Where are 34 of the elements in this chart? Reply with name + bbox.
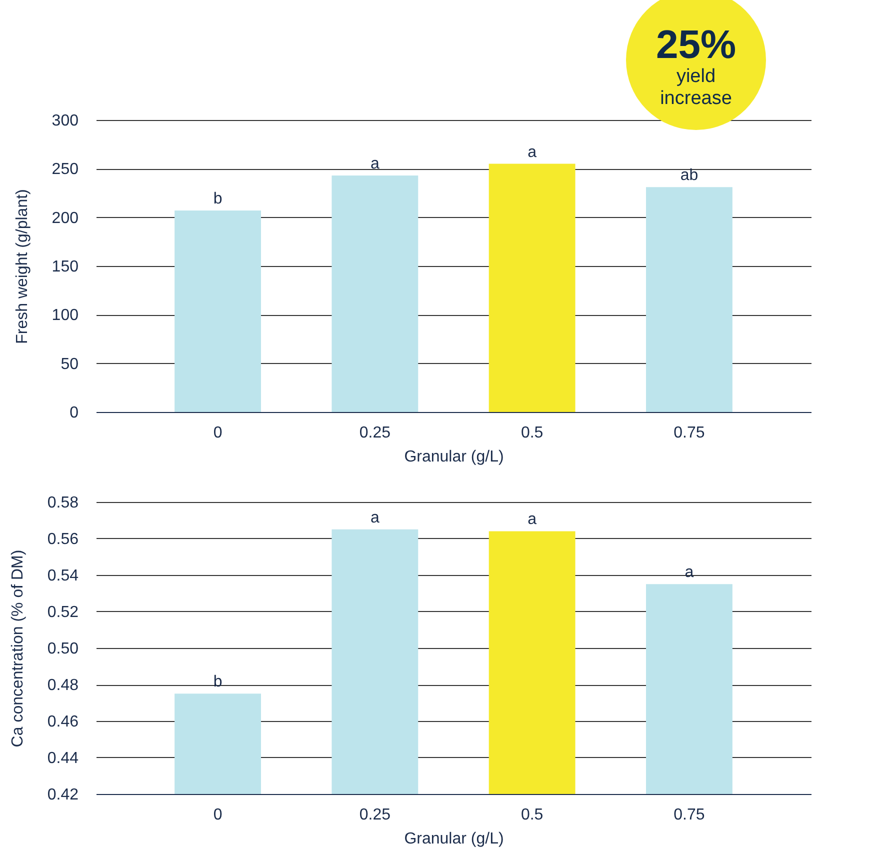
y-tick-label: 100	[52, 307, 79, 324]
x-tick-label: 0.25	[359, 424, 391, 442]
y-tick-label: 0.42	[47, 786, 79, 804]
x-tick-label: 0.25	[359, 806, 391, 824]
x-tick-label: 0.5	[520, 806, 544, 824]
x-tick-label: 0	[213, 806, 222, 824]
annotation: a	[528, 144, 537, 161]
y-tick-label: 250	[52, 161, 79, 178]
x-tick-label: 0.75	[674, 424, 705, 442]
y-tick-label: 0.44	[47, 750, 79, 767]
y-tick-label: 0.48	[47, 677, 79, 694]
annotation: ab	[680, 167, 698, 184]
y-tick-label: 150	[52, 258, 79, 276]
x-tick-label: 0.75	[674, 806, 705, 824]
x-axis-title: Granular (g/L)	[404, 448, 504, 466]
y-tick-label: 0	[70, 404, 79, 422]
y-tick-label: 0.46	[47, 714, 79, 730]
y-axis-title: Fresh weight (g/plant)	[14, 189, 31, 344]
y-tick-label: 200	[52, 210, 79, 227]
annotation: a	[370, 155, 380, 172]
y-tick-label: 0.58	[47, 494, 79, 512]
x-axis-title: Granular (g/L)	[404, 830, 504, 848]
y-axis-title: Ca concentration (% of DM)	[9, 550, 26, 748]
y-tick-label: 0.54	[47, 568, 79, 584]
x-tick-label: 0.5	[520, 424, 544, 442]
y-tick-label: 0.50	[47, 640, 79, 658]
y-tick-label: 50	[60, 356, 79, 373]
annotation: b	[213, 190, 222, 208]
y-tick-label: 300	[52, 112, 79, 130]
annotation: a	[528, 511, 537, 528]
y-tick-label: 0.52	[47, 604, 79, 621]
x-tick-label: 0	[213, 424, 222, 442]
annotation: a	[370, 509, 380, 526]
y-tick-label: 0.56	[47, 531, 79, 548]
